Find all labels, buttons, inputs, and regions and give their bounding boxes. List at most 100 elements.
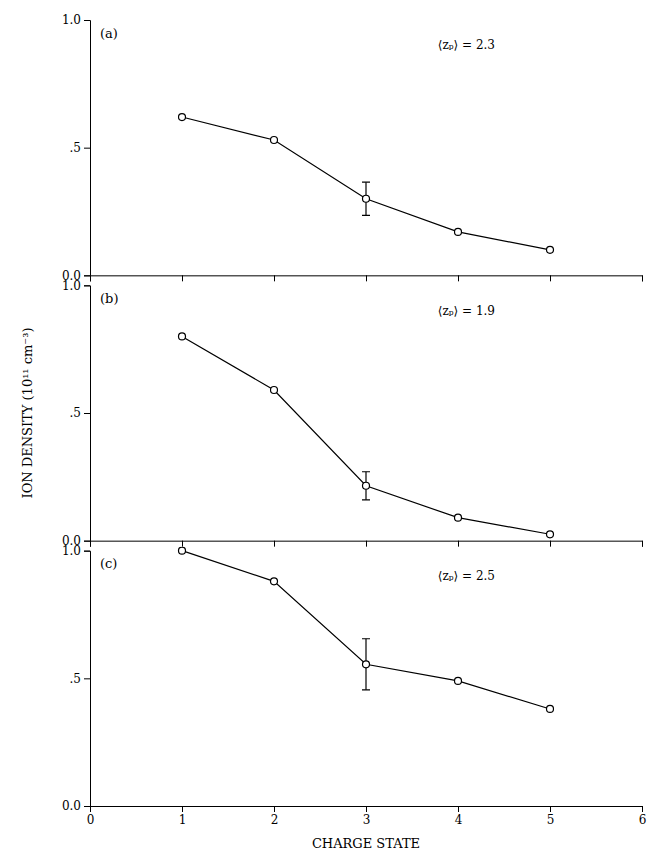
tick [274, 275, 275, 281]
tick-mark [274, 275, 275, 281]
y-axis: 0.0.51.0 [62, 13, 91, 282]
x-axis [91, 541, 643, 547]
tick: 4 [455, 806, 463, 827]
tick: .5 [70, 141, 90, 155]
panel-label: (c) [100, 556, 117, 571]
tick [550, 275, 551, 281]
tick-mark [84, 551, 90, 552]
error-bar-cap [362, 689, 370, 690]
point [547, 705, 554, 712]
tick-mark [84, 678, 90, 679]
plot-area [179, 114, 554, 254]
tick: 0.0 [62, 799, 90, 813]
tick [274, 541, 275, 547]
tick: 1 [179, 806, 187, 827]
tick-mark [458, 275, 459, 281]
tick [182, 541, 183, 547]
tick-label: .5 [70, 672, 81, 686]
error-bar [362, 639, 370, 690]
tick: .5 [70, 672, 90, 686]
axis-line [91, 276, 643, 282]
tick [458, 541, 459, 547]
panel-label: (a) [100, 26, 118, 41]
tick-label: 1.0 [62, 544, 81, 558]
tick-mark [84, 413, 90, 414]
tick-mark [642, 806, 643, 812]
chart: 0.0 .5 1.0 (a) ⟨zₚ⟩ = 2.3 0.0 .5 1.0 (b) ⟨zₚ⟩ = 1… [0, 0, 672, 866]
tick-mark [366, 275, 367, 281]
tick [642, 275, 643, 281]
annotation: ⟨zₚ⟩ = 2.3 [438, 38, 495, 52]
tick: .5 [70, 406, 90, 420]
tick [366, 275, 367, 281]
tick [642, 541, 643, 547]
tick-label: 2 [271, 813, 279, 827]
tick-mark [274, 541, 275, 547]
error-bar-cap [362, 638, 370, 639]
tick-label: 0.0 [62, 799, 81, 813]
tick-label: .5 [70, 141, 81, 155]
tick-mark [182, 541, 183, 547]
tick-mark [550, 275, 551, 281]
error-bar-cap [362, 215, 370, 216]
tick: 1.0 [62, 279, 90, 293]
error-bar-cap [362, 182, 370, 183]
axis-line [84, 286, 91, 541]
point [271, 137, 278, 144]
tick-mark [182, 275, 183, 281]
tick [458, 275, 459, 281]
error-bar-cap [362, 499, 370, 500]
tick: 0 [87, 806, 95, 827]
point [179, 547, 186, 554]
tick-mark [366, 541, 367, 547]
tick-mark [458, 806, 459, 812]
axis-line [84, 21, 91, 276]
tick-label: 1.0 [62, 279, 81, 293]
tick-label: 0 [87, 813, 95, 827]
tick-label: 1 [179, 813, 187, 827]
annotation: ⟨zₚ⟩ = 1.9 [438, 304, 495, 318]
tick: 5 [547, 806, 555, 827]
plot-area [179, 333, 554, 538]
tick-mark [84, 148, 90, 149]
line [182, 551, 550, 709]
tick-mark [642, 275, 643, 281]
tick-mark [642, 541, 643, 547]
axis-line [91, 541, 643, 546]
tick: 1.0 [62, 544, 90, 558]
point [455, 677, 462, 684]
tick-mark [458, 541, 459, 547]
point [363, 195, 370, 202]
tick [182, 275, 183, 281]
annotation: ⟨zₚ⟩ = 2.5 [438, 569, 495, 583]
error-bar-cap [362, 471, 370, 472]
tick-mark [84, 20, 90, 21]
panel-label: (b) [100, 291, 118, 306]
tick: 1.0 [62, 13, 90, 27]
panel: 0.0.51.0(a)⟨zₚ⟩ = 2.3 [62, 13, 643, 282]
point [271, 578, 278, 585]
point [363, 661, 370, 668]
tick-mark [84, 285, 90, 286]
point [547, 531, 554, 538]
point [455, 514, 462, 521]
y-axis: 0.0.51.0 [62, 279, 91, 548]
tick: 6 [639, 806, 647, 827]
tick-label: 1.0 [62, 13, 81, 27]
tick-label: 4 [455, 813, 463, 827]
tick-mark [182, 806, 183, 812]
y-axis: 0.0 .5 1.0 [62, 544, 91, 813]
panel: 0.0.51.0(b)⟨zₚ⟩ = 1.9 [62, 279, 643, 548]
tick: 2 [271, 806, 279, 827]
tick-mark [274, 806, 275, 812]
point [271, 387, 278, 394]
tick-mark [84, 806, 90, 807]
error-bar [362, 182, 370, 215]
point [547, 246, 554, 253]
tick-label: 5 [547, 813, 555, 827]
tick-mark [366, 806, 367, 812]
tick [550, 541, 551, 547]
error-bar [362, 472, 370, 500]
line [182, 336, 550, 534]
x-axis: 0123456 [87, 806, 647, 827]
